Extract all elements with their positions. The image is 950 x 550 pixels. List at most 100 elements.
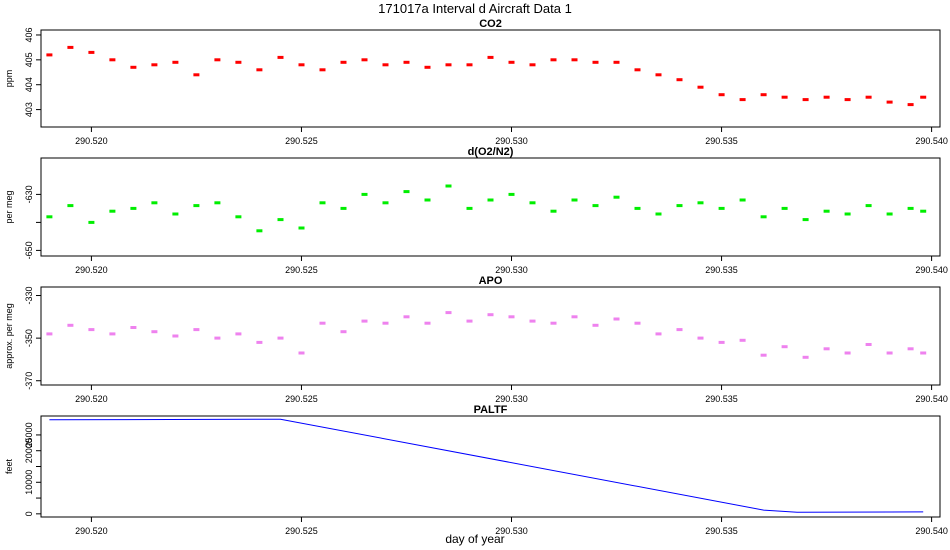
panel-3: PALTF feet 290.520 290.525 290.530 290.535 290… [4, 404, 948, 536]
data-point [802, 218, 809, 222]
data-point [403, 190, 410, 194]
x-tick-label: 290.525 [285, 265, 318, 275]
x-tick-label: 290.525 [285, 526, 318, 536]
data-point [802, 98, 809, 102]
x-tick-label: 290.530 [495, 394, 528, 404]
panel-title: d(O2/N2) [468, 146, 514, 158]
x-axis-label: day of year [445, 532, 504, 546]
data-point [529, 201, 536, 205]
data-point [67, 204, 74, 208]
panel-title: CO2 [479, 18, 502, 30]
data-point [277, 218, 284, 222]
x-tick-label: 290.535 [705, 265, 738, 275]
data-point [46, 53, 53, 57]
plot-frame [40, 29, 941, 128]
data-point [130, 65, 137, 69]
data-point [865, 95, 872, 99]
data-point [193, 73, 200, 77]
data-point [256, 229, 263, 233]
data-point [361, 192, 368, 196]
data-point [823, 209, 830, 213]
data-point [760, 93, 767, 97]
data-point [844, 212, 851, 216]
x-tick-label: 290.520 [75, 394, 108, 404]
data-point [592, 60, 599, 64]
data-point [46, 215, 53, 219]
data-point [382, 201, 389, 205]
panel-2: APO approx. per meg 290.520 290.525 290.530 2… [4, 275, 948, 404]
data-point [340, 206, 347, 210]
data-point [655, 332, 662, 336]
data-point [403, 315, 410, 319]
data-point [172, 60, 179, 64]
data-point [907, 347, 914, 351]
data-point [613, 317, 620, 321]
data-point [319, 321, 326, 325]
data-point [697, 336, 704, 340]
data-point [382, 321, 389, 325]
data-point [550, 58, 557, 62]
data-point [67, 45, 74, 49]
x-tick-label: 290.540 [915, 394, 948, 404]
plot-frame [40, 415, 941, 518]
x-tick-label: 290.530 [495, 136, 528, 146]
x-tick-label: 290.535 [705, 394, 738, 404]
plot-frame [40, 286, 941, 386]
data-point [886, 351, 893, 355]
data-point [235, 332, 242, 336]
data-point [424, 198, 431, 202]
y-tick-label: -330 [24, 287, 34, 305]
data-point [718, 340, 725, 344]
y-tick-label: -650 [24, 241, 34, 259]
data-point [88, 328, 95, 332]
data-point [445, 311, 452, 315]
y-tick-label: 403 [24, 102, 34, 117]
series-line [49, 418, 924, 513]
y-tick-label: 406 [24, 27, 34, 42]
data-point [886, 100, 893, 104]
data-point [823, 347, 830, 351]
data-point [676, 78, 683, 82]
data-point [920, 95, 927, 99]
y-tick-label: 0 [24, 511, 34, 516]
data-point [781, 345, 788, 349]
data-point [550, 209, 557, 213]
y-tick-label: 20000 [24, 438, 34, 463]
data-point [920, 351, 927, 355]
data-point [466, 63, 473, 67]
data-point [298, 63, 305, 67]
data-point [592, 323, 599, 327]
panel-title: PALTF [474, 404, 508, 416]
data-point [172, 334, 179, 338]
data-point [487, 198, 494, 202]
y-tick-label: 10000 [24, 470, 34, 495]
data-point [697, 201, 704, 205]
y-axis-label: approx. per meg [4, 303, 14, 369]
data-point [88, 50, 95, 54]
y-tick-label: -370 [24, 372, 34, 390]
data-point [235, 215, 242, 219]
data-point [508, 315, 515, 319]
data-point [151, 201, 158, 205]
data-point [487, 313, 494, 317]
panels: CO2 ppm 290.520 290.525 290.530 290.535 290.54… [4, 18, 948, 536]
data-point [613, 60, 620, 64]
x-tick-label: 290.530 [495, 526, 528, 536]
data-point [571, 198, 578, 202]
data-point [424, 65, 431, 69]
data-point [865, 204, 872, 208]
panel-0: CO2 ppm 290.520 290.525 290.530 290.535 290.54… [4, 18, 948, 146]
data-point [823, 95, 830, 99]
data-point [886, 212, 893, 216]
x-tick-label: 290.520 [75, 136, 108, 146]
data-point [235, 60, 242, 64]
data-point [340, 330, 347, 334]
data-point [466, 206, 473, 210]
data-point [445, 63, 452, 67]
data-point [529, 63, 536, 67]
data-point [109, 58, 116, 62]
plot-frame [40, 157, 941, 257]
x-tick-label: 290.530 [495, 265, 528, 275]
data-point [109, 332, 116, 336]
